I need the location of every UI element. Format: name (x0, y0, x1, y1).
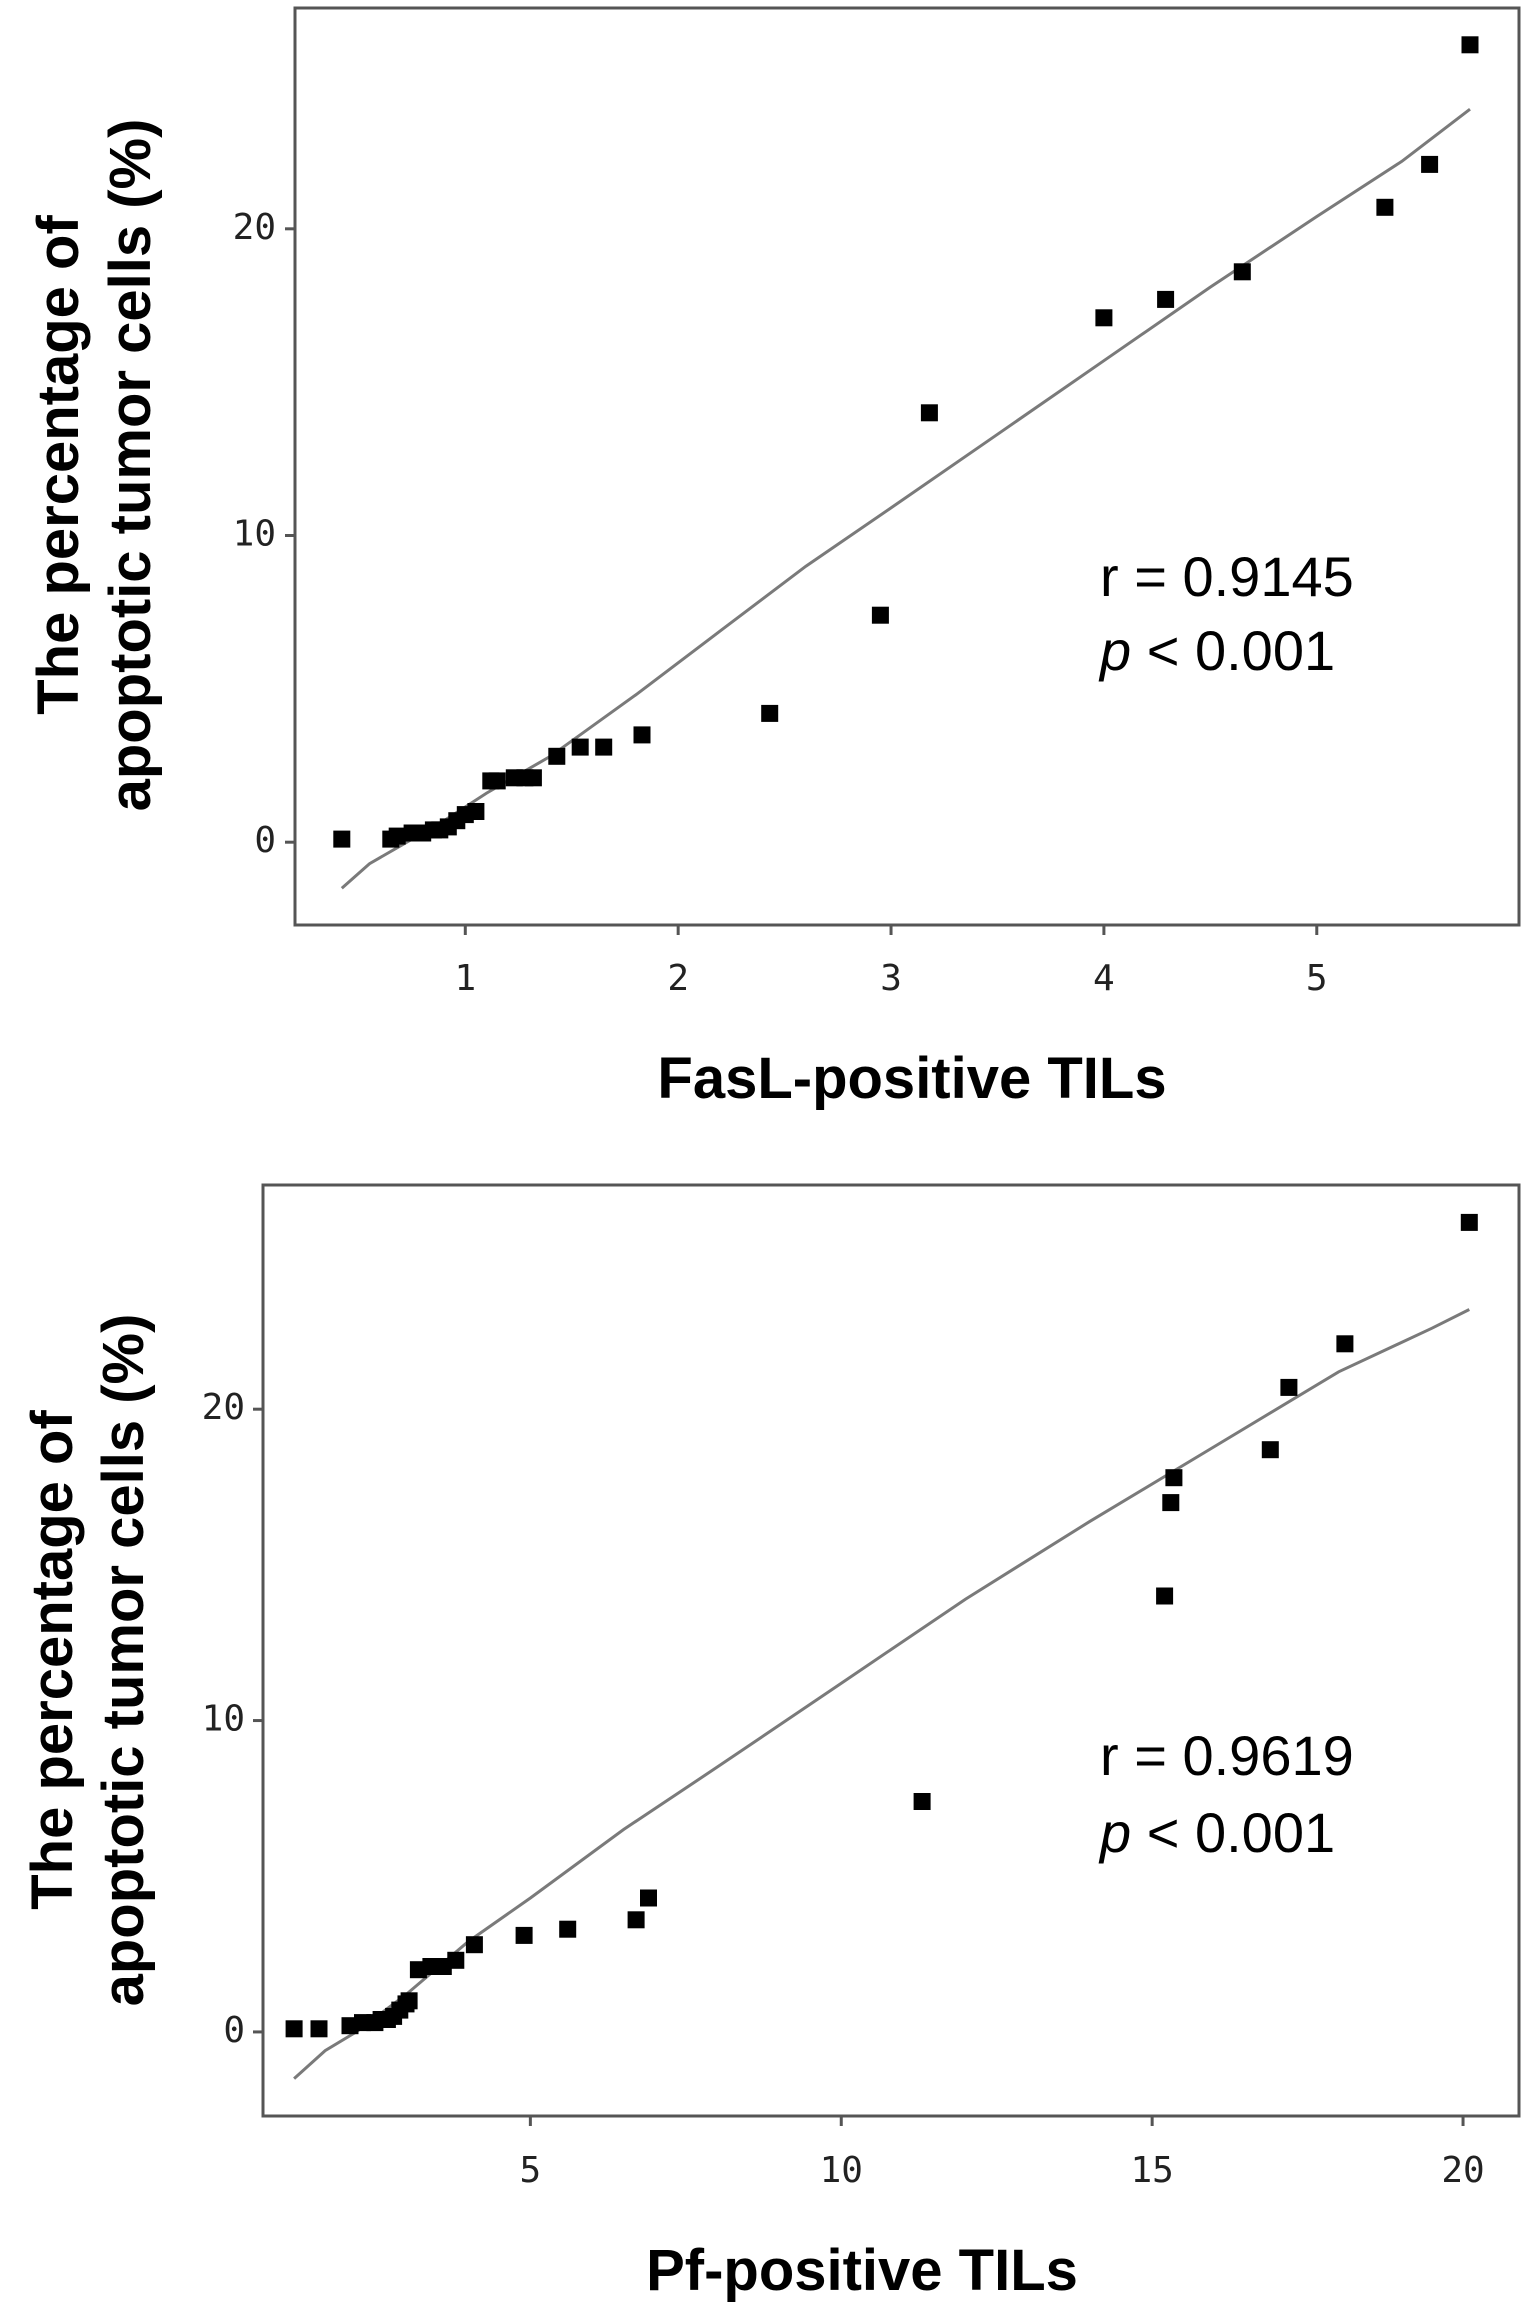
x-tick-label-2: 2 (667, 958, 689, 999)
data-point (1233, 263, 1251, 281)
data-point (1162, 1494, 1180, 1512)
data-point (1336, 1335, 1354, 1353)
p-value: p < 0.001 (1098, 1801, 1335, 1864)
p-rest: < 0.001 (1131, 1801, 1335, 1864)
data-point (1280, 1378, 1298, 1396)
data-point (515, 1926, 533, 1944)
x-axis-label: FasL-positive TILs (657, 1046, 1166, 1111)
y-tick-marks (285, 227, 295, 844)
data-point (548, 747, 566, 765)
data-point (627, 1911, 645, 1929)
data-point (1460, 1213, 1478, 1231)
data-point (761, 704, 779, 722)
x-axis-label: Pf-positive TILs (646, 2238, 1078, 2303)
x-tick-marks (528, 2116, 1465, 2126)
data-point (920, 404, 938, 422)
y-axis-label-line2: apoptotic tumor cells (%) (98, 119, 163, 812)
p-symbol: p (1098, 1801, 1131, 1864)
data-point (333, 830, 351, 848)
panel-fasl: 0 10 20 1 2 3 4 5 FasL-positive TILs The… (26, 6, 1521, 1111)
data-point (310, 2020, 328, 2038)
data-point (913, 1793, 931, 1810)
y-axis-label-line1: The percentage of (20, 1410, 85, 1910)
y-axis-label-line1: The percentage of (26, 215, 91, 715)
p-symbol: p (1098, 619, 1131, 682)
y-tick-label-20: 20 (233, 207, 276, 248)
data-point (388, 827, 406, 845)
y-tick-label-0: 0 (254, 820, 276, 861)
plot-frame (293, 6, 1521, 927)
data-point (524, 769, 542, 787)
x-tick-label-1: 1 (454, 958, 476, 999)
data-point (447, 1951, 465, 1969)
data-points (285, 1213, 1478, 2038)
data-point (488, 772, 506, 790)
x-tick-label-10: 10 (820, 2150, 863, 2191)
data-point (1261, 1441, 1279, 1459)
x-tick-label-3: 3 (880, 958, 902, 999)
panel-pf: 0 10 20 5 10 15 20 Pf-positive TILs The … (20, 1183, 1521, 2303)
p-rest: < 0.001 (1131, 619, 1335, 682)
data-point (465, 1936, 483, 1954)
data-point (1461, 36, 1479, 54)
data-point (1095, 309, 1113, 327)
data-point (633, 726, 651, 744)
data-point (871, 606, 889, 624)
x-tick-label-15: 15 (1130, 2150, 1173, 2191)
x-tick-label-20: 20 (1441, 2150, 1484, 2191)
data-point (571, 738, 589, 756)
trend-line (293, 1308, 1470, 2080)
y-tick-label-0: 0 (223, 2010, 245, 2051)
y-tick-label-20: 20 (202, 1387, 245, 1428)
y-tick-marks (253, 1407, 263, 2034)
data-point (559, 1920, 577, 1938)
data-point (595, 738, 613, 756)
y-tick-label-10: 10 (202, 1699, 245, 1740)
data-point (1157, 290, 1175, 308)
plot-frame (261, 1183, 1521, 2118)
data-points (333, 36, 1479, 848)
x-tick-label-5: 5 (520, 2150, 542, 2191)
x-tick-marks (463, 925, 1319, 935)
data-point (1156, 1587, 1174, 1605)
data-point (1165, 1469, 1183, 1487)
data-point (640, 1889, 657, 1907)
data-point (400, 1992, 418, 2010)
p-value: p < 0.001 (1098, 619, 1335, 682)
x-tick-label-4: 4 (1093, 958, 1115, 999)
y-tick-label-10: 10 (233, 514, 276, 555)
y-axis-label-line2: apoptotic tumor cells (%) (91, 1314, 156, 2007)
data-point (467, 803, 485, 820)
x-tick-label-5: 5 (1306, 958, 1328, 999)
correlation-r: r = 0.9619 (1100, 1724, 1354, 1787)
correlation-r: r = 0.9145 (1100, 545, 1354, 608)
data-point (285, 2020, 303, 2038)
data-point (1376, 198, 1394, 216)
data-point (1421, 155, 1439, 173)
